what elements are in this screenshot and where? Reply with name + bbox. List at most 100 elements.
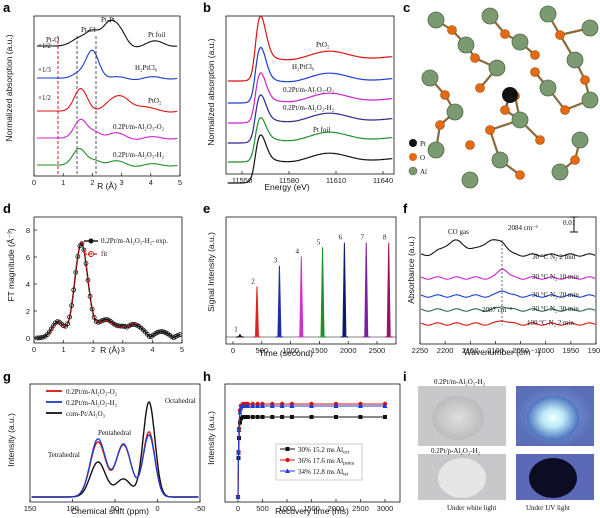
legend-h-marker-2 [285,468,290,473]
panel-h-point [382,403,388,408]
panel-h-x-ticklabel: 3000 [377,504,394,513]
panel-e-peak-1 [235,333,244,338]
panel-d-frame [33,216,183,344]
al-atom [566,51,584,69]
panel-g-x-ticklabel: 50 [111,504,119,513]
legend-d-fit-point [88,251,94,257]
sample-uv-2 [529,458,577,498]
panel-e-peak-number-7: 7 [361,234,365,242]
panel-d-x-ticklabel: 1 [62,345,66,354]
panel-h-point [358,415,363,419]
o-atom [500,105,510,115]
panel-d-x-ticklabel: 0 [32,345,36,354]
panel-e-peak-number-2: 2 [251,277,255,285]
panel-e-x-ticklabel: 0 [231,346,235,355]
panel-h-point [383,415,387,419]
panel-f-trace-4 [420,320,596,326]
panel-f-x-ticklabel: 2050 [512,346,529,355]
panel-h-point [279,403,285,408]
panel-d-exp-point [146,334,152,339]
o-atom [560,105,570,115]
panel-g-trace-0 [31,401,199,498]
panel-h-point [235,494,241,499]
panel-b-x-ticklabel: 11640 [373,176,393,185]
panel-f-x-ticklabel: 2200 [437,346,454,355]
panel-g-x-ticklabel: 0 [155,504,159,513]
panel-h-point [237,409,243,415]
al-atom [511,111,529,129]
panel-a-trace-1 [36,49,178,81]
panel-d-exp-point [54,319,60,325]
panel-d-exp-point [104,317,109,322]
panel-a-x-ticklabel: 5 [178,178,182,187]
panel-e-x-ticklabel: 1000 [282,346,299,355]
panel-h-point [243,415,248,420]
panel-e-peak-5 [318,247,327,338]
panel-h-point [270,415,275,419]
panel-h-point [260,415,265,419]
o-atom [470,53,480,63]
panel-a-x-ticklabel: 4 [149,178,153,187]
panel-d-x-ticklabel: 4 [150,345,154,354]
panel-d-x-ticklabel: 3 [121,345,125,354]
panel-e-peak-number-8: 8 [383,234,387,242]
al-atom [461,171,479,189]
panel-b-frame [225,15,395,175]
o-atom [570,155,580,165]
legend-h-marker-0 [285,447,290,451]
o-atom [500,29,510,39]
panel-h-x-ticklabel: 1000 [279,504,296,513]
o-atom [530,67,540,77]
panel-f-trace-3 [420,306,596,312]
o-atom [447,25,457,35]
panel-f-trace-1 [420,268,596,280]
panel-e-peak-4 [297,256,306,338]
o-atom [530,50,540,60]
o-atom [465,140,475,150]
panel-f-x-ticklabel: 2250 [412,346,429,355]
panel-d-exp-point [177,332,183,338]
panel-e-peak-number-5: 5 [317,238,321,246]
panel-h-x-ticklabel: 500 [256,504,269,513]
panel-b-trace-1 [227,46,393,104]
panel-b-x-ticklabel: 11580 [279,176,299,185]
panel-a-x-ticklabel: 2 [90,178,94,187]
panel-d-exp-point [48,326,54,332]
al-atom [581,19,599,37]
al-atom [427,141,445,159]
panel-e-peak-6 [340,242,349,338]
panel-f-frame [419,216,597,345]
panel-h-point [245,403,251,409]
panel-a-trace-3 [36,118,178,140]
al-atom [457,36,475,54]
panel-a-x-ticklabel: 1 [61,178,65,187]
panel-d-yticklabel: 6 [26,253,30,262]
legend-al-dot [408,166,418,176]
o-atom [515,170,525,180]
panel-b-trace-3 [227,94,393,144]
panel-h-point [333,403,339,408]
panel-h-x-ticklabel: 2500 [352,504,369,513]
panel-g-x-ticklabel: -50 [195,504,206,513]
panel-h-point [245,415,250,420]
al-atom [551,163,569,181]
legend-d-exp-point [88,238,94,244]
panel-b-trace-5 [227,134,393,184]
panel-e-peak-number-6: 6 [339,234,343,242]
panel-a-trace-4 [36,147,178,167]
panel-h-point [358,403,363,408]
o-atom [485,125,495,135]
panel-h-frame [224,383,401,503]
panel-b-trace-4 [227,117,393,163]
al-atom [446,103,464,121]
panel-d-exp-point [79,241,85,247]
panel-b-trace-2 [227,72,393,124]
al-atom [427,11,445,29]
panel-f-trace-2 [420,290,596,298]
panel-d-exp-point [38,335,44,341]
panel-e-peak-3 [275,265,284,338]
panel-h-point [309,415,314,419]
legend-pt-dot [409,139,417,147]
al-atom [481,7,499,25]
